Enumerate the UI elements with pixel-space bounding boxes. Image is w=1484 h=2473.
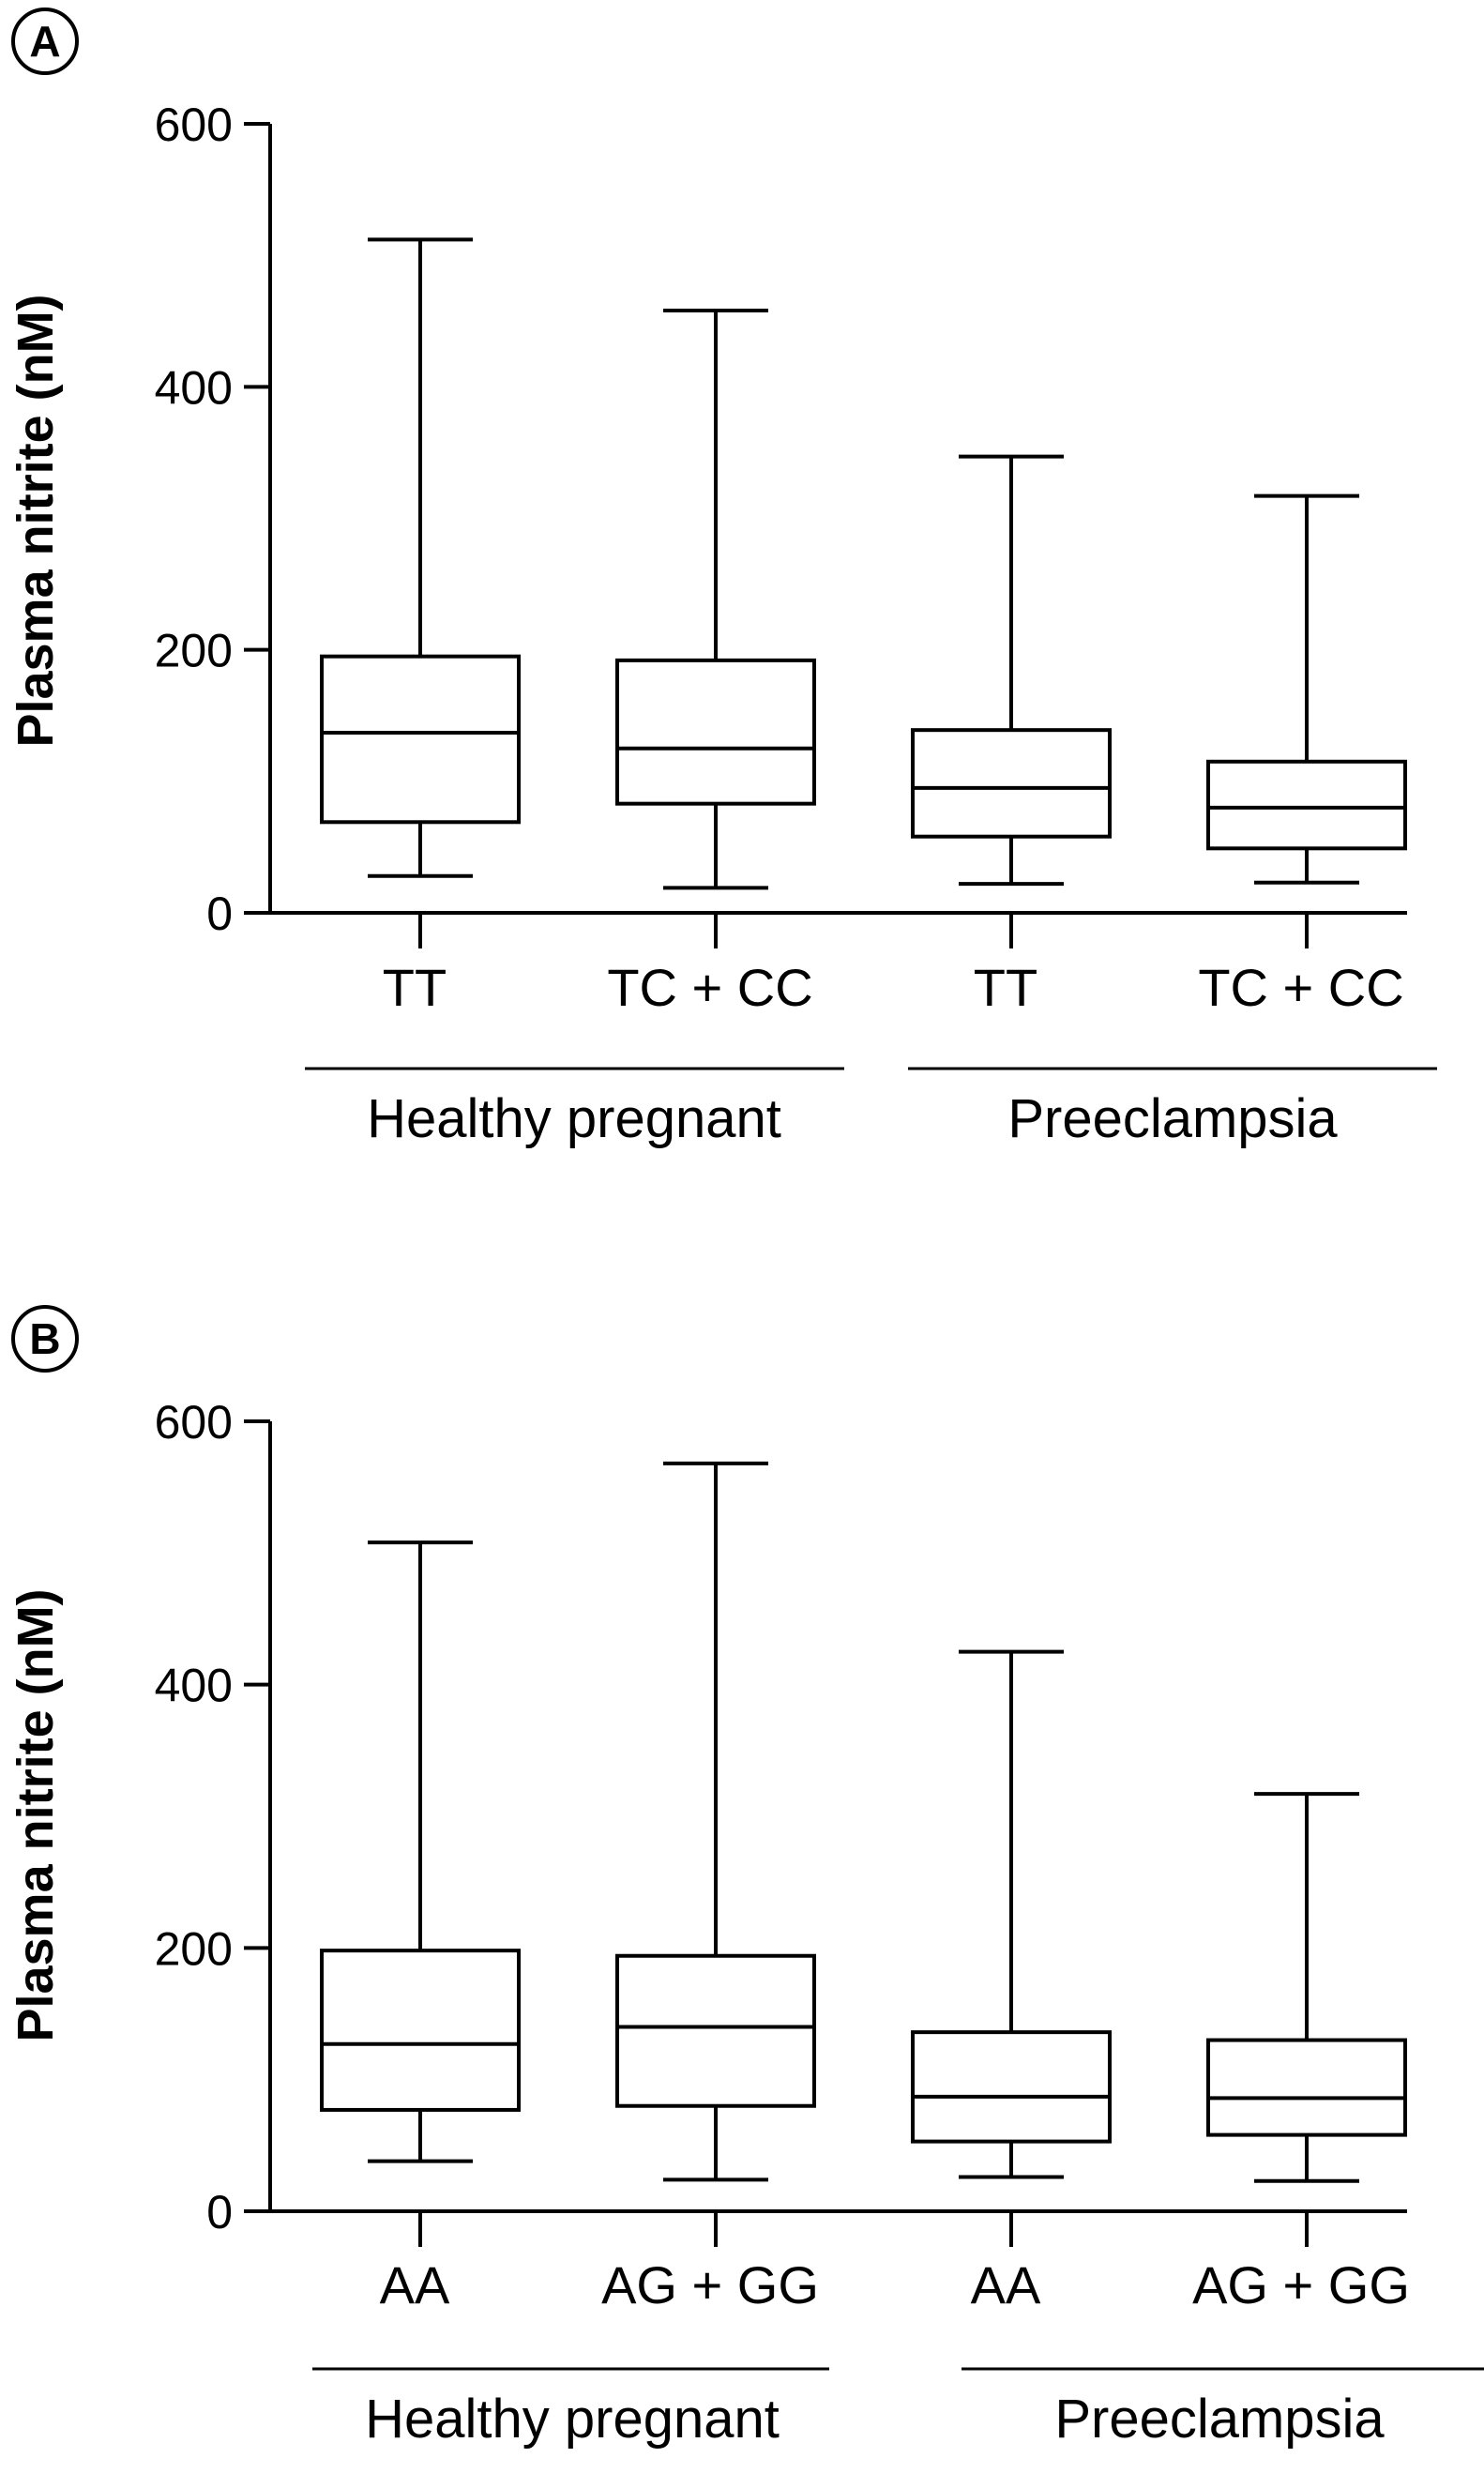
panel-b: B 0 200 400 600 Plasma nitrite (nM) AA AG + GG A… [8,1305,1484,2450]
box-3 [911,1649,1112,2179]
box-1 [320,1540,521,2163]
panel-a: A 0 200 400 600 Plasma nitrite (nM) TT TC + CC T… [8,8,1437,1149]
y-tick-label: 0 [206,2186,233,2238]
y-tick-label: 200 [155,1922,233,1975]
box-4 [1206,493,1407,885]
box-2 [615,1461,816,2182]
x-tick-label: AG + GG [1192,2255,1410,2314]
y-axis-label: Plasma nitrite (nM) [8,294,64,747]
iqr-box [911,2030,1112,2144]
box-3 [911,454,1112,887]
iqr-box [615,1953,816,2108]
y-tick-label: 600 [155,99,233,151]
panel-letter: A [29,17,60,66]
y-tick-label: 400 [155,1660,233,1712]
box-4 [1206,1792,1407,2183]
iqr-box [1206,759,1407,851]
x-tick-label: TC + CC [607,958,812,1017]
x-tick-label: AG + GG [601,2255,819,2314]
box-2 [615,309,816,890]
y-tick-label: 0 [206,888,233,940]
x-tick-label: AA [380,2255,450,2314]
group-label: Healthy pregnant [365,2389,780,2450]
y-tick-label: 600 [155,1396,233,1449]
panel-letter: B [29,1314,60,1363]
x-tick-label: AA [971,2255,1041,2314]
y-tick-label: 400 [155,361,233,414]
panel-letter-circle [11,1305,79,1373]
x-tick-label: TC + CC [1198,958,1403,1017]
iqr-box [320,654,521,825]
panel-letter-circle [11,8,79,75]
x-tick-label: TT [974,958,1037,1017]
group-label: Healthy pregnant [367,1088,781,1149]
x-tick-label: TT [383,958,447,1017]
y-axis-label: Plasma nitrite (nM) [8,1588,64,2041]
iqr-box [911,728,1112,839]
group-label: Preeclampsia [1007,1088,1338,1149]
iqr-box [1206,2038,1407,2137]
y-tick-label: 200 [155,625,233,677]
box-1 [320,237,521,878]
iqr-box [615,658,816,806]
iqr-box [320,1949,521,2112]
group-label: Preeclampsia [1054,2389,1385,2450]
